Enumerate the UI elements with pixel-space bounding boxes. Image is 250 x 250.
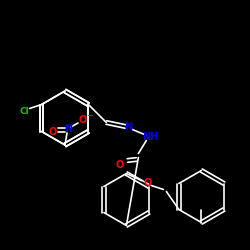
Text: Cl: Cl — [20, 107, 30, 116]
Text: O: O — [79, 115, 87, 125]
Text: −: − — [86, 112, 92, 120]
Text: O: O — [49, 127, 57, 137]
Text: NH: NH — [142, 132, 158, 142]
Text: N: N — [124, 122, 132, 132]
Text: O: O — [143, 178, 152, 188]
Text: O: O — [115, 160, 124, 170]
Text: N: N — [64, 124, 72, 134]
